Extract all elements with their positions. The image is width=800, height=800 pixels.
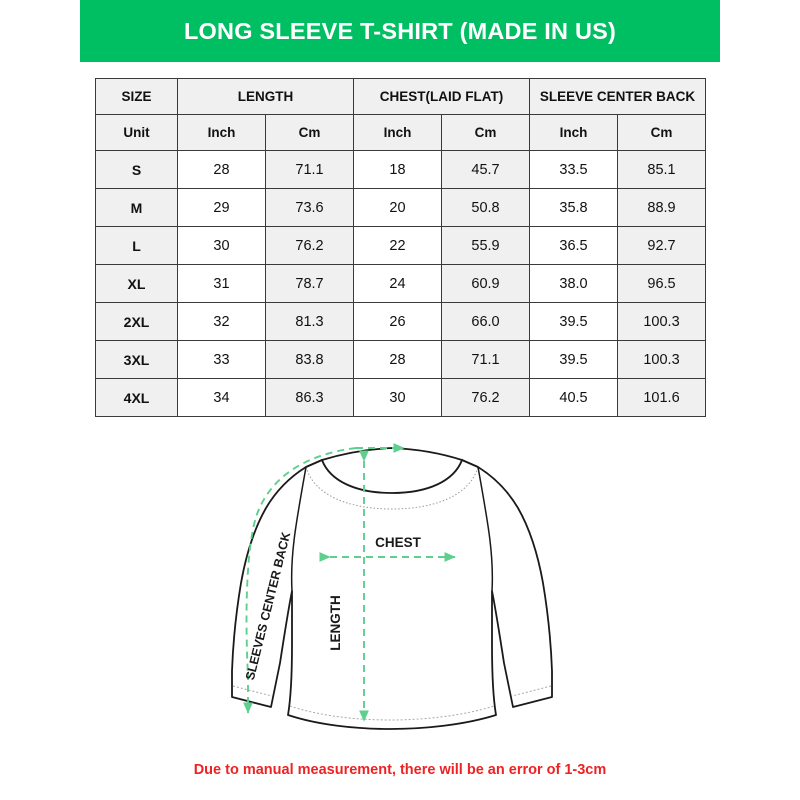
cell-size: S [95,150,178,189]
cell-chest-inch: 20 [353,188,442,227]
shoulder-seam-right-icon [461,459,479,468]
cell-sleeve-cm: 100.3 [617,340,707,379]
cell-chest-cm: 45.7 [440,150,531,189]
table-row: 4XL 34 86.3 30 76.2 40.5 101.6 [95,378,707,417]
cell-sleeve-inch: 33.5 [529,150,619,189]
size-table-body: S 28 71.1 18 45.7 33.5 85.1 M 29 73.6 20… [95,150,707,417]
cell-sleeve-cm: 101.6 [617,378,707,417]
table-group-header-row: SIZE LENGTH CHEST(LAID FLAT) SLEEVE CENT… [95,78,707,115]
table-unit-header-row: Unit Inch Cm Inch Cm Inch Cm [95,114,707,151]
cell-chest-cm: 60.9 [440,264,531,303]
cell-size: L [95,226,178,265]
shoulder-seam-left-icon [305,459,323,468]
column-header-chest: CHEST(LAID FLAT) [352,78,531,115]
cell-length-inch: 31 [177,264,266,303]
page-title: LONG SLEEVE T-SHIRT (MADE IN US) [183,17,617,44]
cell-length-cm: 71.1 [265,150,354,189]
cell-length-inch: 34 [177,378,266,417]
length-label: LENGTH [328,595,343,651]
cell-chest-cm: 76.2 [440,378,531,417]
cuff-stitch-right-icon [511,685,552,697]
cell-size: M [95,188,178,227]
cell-length-inch: 30 [177,226,266,265]
cell-length-inch: 28 [177,150,266,189]
cell-chest-inch: 30 [353,378,442,417]
cell-chest-inch: 24 [353,264,442,303]
unit-header-chest-cm: Cm [440,114,531,151]
cell-length-cm: 86.3 [265,378,354,417]
cell-size: 4XL [95,378,178,417]
table-row: 3XL 33 83.8 28 71.1 39.5 100.3 [95,340,707,379]
cell-sleeve-inch: 39.5 [529,302,619,341]
cuff-stitch-left-icon [232,685,273,697]
sleeve-center-back-measure-arrow-icon [243,447,357,714]
cell-sleeve-inch: 35.8 [529,188,619,227]
cell-length-cm: 83.8 [265,340,354,379]
cell-chest-cm: 66.0 [440,302,531,341]
cell-sleeve-cm: 88.9 [617,188,707,227]
size-table-container: SIZE LENGTH CHEST(LAID FLAT) SLEEVE CENT… [95,78,707,417]
unit-header-unit: Unit [95,114,178,151]
cell-chest-inch: 18 [353,150,442,189]
cell-chest-inch: 22 [353,226,442,265]
cell-length-cm: 81.3 [265,302,354,341]
header-banner: LONG SLEEVE T-SHIRT (MADE IN US) [80,0,720,62]
armhole-seam-left-icon [290,466,307,592]
cell-chest-inch: 28 [353,340,442,379]
cell-chest-inch: 26 [353,302,442,341]
cell-sleeve-inch: 38.0 [529,264,619,303]
cell-chest-cm: 55.9 [440,226,531,265]
cell-size: 3XL [95,340,178,379]
measurement-disclaimer: Due to manual measurement, there will be… [193,762,607,778]
table-row: 2XL 32 81.3 26 66.0 39.5 100.3 [95,302,707,341]
unit-header-sleeve-inch: Inch [529,114,619,151]
hem-stitch-icon [289,705,495,721]
collar-ribbing-icon [305,466,479,510]
cell-length-inch: 32 [177,302,266,341]
cell-sleeve-cm: 96.5 [617,264,707,303]
cell-size: 2XL [95,302,178,341]
unit-header-length-inch: Inch [177,114,266,151]
chest-label: CHEST [375,535,422,550]
cell-sleeve-inch: 40.5 [529,378,619,417]
cell-length-inch: 33 [177,340,266,379]
cell-length-inch: 29 [177,188,266,227]
unit-header-sleeve-cm: Cm [617,114,707,151]
cell-length-cm: 76.2 [265,226,354,265]
cell-size: XL [95,264,178,303]
column-header-length: LENGTH [177,78,354,115]
shirt-outline-icon [231,447,553,730]
armhole-seam-right-icon [477,466,494,592]
garment-diagram: CHEST LENGTH SLEEVES CENTER BACK [0,415,800,745]
unit-header-length-cm: Cm [265,114,354,151]
column-header-size: SIZE [95,78,178,115]
size-table: SIZE LENGTH CHEST(LAID FLAT) SLEEVE CENT… [95,78,707,417]
table-row: L 30 76.2 22 55.9 36.5 92.7 [95,226,707,265]
cell-sleeve-inch: 39.5 [529,340,619,379]
table-row: XL 31 78.7 24 60.9 38.0 96.5 [95,264,707,303]
cell-length-cm: 78.7 [265,264,354,303]
table-row: S 28 71.1 18 45.7 33.5 85.1 [95,150,707,189]
cell-sleeve-cm: 85.1 [617,150,707,189]
cell-chest-cm: 50.8 [440,188,531,227]
cell-sleeve-inch: 36.5 [529,226,619,265]
cell-sleeve-cm: 100.3 [617,302,707,341]
column-header-sleeve-center-back: SLEEVE CENTER BACK [529,78,707,115]
cell-length-cm: 73.6 [265,188,354,227]
unit-header-chest-inch: Inch [353,114,442,151]
table-row: M 29 73.6 20 50.8 35.8 88.9 [95,188,707,227]
cell-chest-cm: 71.1 [440,340,531,379]
cell-sleeve-cm: 92.7 [617,226,707,265]
